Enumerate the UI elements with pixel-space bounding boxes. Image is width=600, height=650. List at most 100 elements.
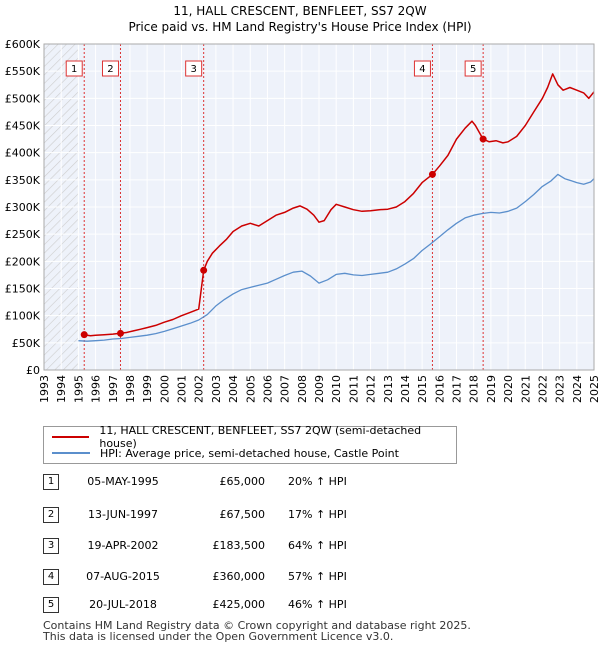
y-tick-label: £600K xyxy=(5,38,41,51)
table-row: 1 05-MAY-1995 £65,000 20% ↑ HPI xyxy=(43,472,443,492)
y-tick-label: £250K xyxy=(5,228,41,241)
footer-line-copyright: Contains HM Land Registry data © Crown c… xyxy=(43,619,471,632)
transaction-number-badge: 5 xyxy=(43,597,59,613)
x-tick-label: 2011 xyxy=(347,375,360,403)
legend-label-property: 11, HALL CRESCENT, BENFLEET, SS7 2QW (se… xyxy=(99,424,422,450)
sale-number-box xyxy=(65,60,83,77)
legend-label-hpi: HPI: Average price, semi-detached house,… xyxy=(100,446,399,460)
sale-number-box xyxy=(185,60,203,77)
x-tick-label: 2016 xyxy=(433,375,446,403)
x-tick-label: 2010 xyxy=(330,375,343,403)
x-tick-label: 2019 xyxy=(485,375,498,403)
y-tick-label: £150K xyxy=(5,283,41,296)
price-chart: 11, HALL CRESCENT, BENFLEET, SS7 2QW Pri… xyxy=(5,4,600,403)
transaction-hpi-diff: 17% ↑ HPI xyxy=(288,508,347,521)
y-tick-label: £350K xyxy=(5,174,41,187)
y-tick-label: £200K xyxy=(5,255,41,268)
footer-attribution: Contains HM Land Registry data © Crown c… xyxy=(43,620,471,642)
transaction-hpi-diff: 20% ↑ HPI xyxy=(288,475,347,488)
sale-number-label: 3 xyxy=(190,64,196,75)
x-tick-label: 1998 xyxy=(124,375,137,403)
x-tick-label: 2015 xyxy=(416,375,429,403)
x-tick-label: 1997 xyxy=(107,375,120,403)
y-tick-label: £550K xyxy=(5,65,41,78)
footer-line-licence: This data is licensed under the Open Gov… xyxy=(43,630,394,643)
sale-number-label: 1 xyxy=(71,64,77,75)
transaction-date: 19-APR-2002 xyxy=(87,539,159,552)
table-row: 5 20-JUL-2018 £425,000 46% ↑ HPI xyxy=(43,595,443,615)
x-tick-label: 2024 xyxy=(571,375,584,403)
sale-point xyxy=(428,170,436,178)
x-tick-label: 2020 xyxy=(502,375,515,403)
x-tick-label: 1993 xyxy=(38,375,51,403)
x-tick-label: 2014 xyxy=(399,375,412,403)
plot-frame xyxy=(43,43,595,371)
legend-item-hpi: HPI: Average price, semi-detached house,… xyxy=(52,445,399,461)
x-tick-label: 2025 xyxy=(588,375,600,403)
sale-number-label: 4 xyxy=(419,64,425,75)
x-tick-label: 2004 xyxy=(227,375,240,403)
transaction-price: £183,500 xyxy=(212,539,266,552)
transaction-date: 13-JUN-1997 xyxy=(87,508,159,521)
y-tick-label: £50K xyxy=(12,337,41,350)
x-tick-label: 2007 xyxy=(279,375,292,403)
transaction-number-badge: 3 xyxy=(43,538,59,554)
x-tick-label: 2009 xyxy=(313,375,326,403)
sale-point xyxy=(479,135,487,143)
y-tick-label: £450K xyxy=(5,120,41,133)
x-tick-label: 2022 xyxy=(536,375,549,403)
transaction-price: £425,000 xyxy=(212,598,266,611)
transaction-hpi-diff: 57% ↑ HPI xyxy=(288,570,347,583)
x-tick-label: 2017 xyxy=(451,375,464,403)
legend-swatch-hpi xyxy=(52,452,90,454)
x-tick-label: 2003 xyxy=(210,375,223,403)
transaction-date: 05-MAY-1995 xyxy=(87,475,159,488)
chart-subtitle: Price paid vs. HM Land Registry's House … xyxy=(128,20,471,34)
sale-point xyxy=(80,331,88,339)
legend-swatch-property xyxy=(52,436,90,438)
legend-item-property: 11, HALL CRESCENT, BENFLEET, SS7 2QW (se… xyxy=(52,424,456,450)
sale-point xyxy=(200,266,208,274)
x-tick-label: 1994 xyxy=(55,375,68,403)
y-tick-label: £400K xyxy=(5,147,41,160)
transaction-price: £65,000 xyxy=(219,475,266,488)
x-tick-label: 2008 xyxy=(296,375,309,403)
sale-number-box xyxy=(464,60,482,77)
x-tick-label: 2018 xyxy=(468,375,481,403)
x-tick-label: 1995 xyxy=(72,375,85,403)
transaction-number-badge: 1 xyxy=(43,474,59,490)
x-tick-label: 2002 xyxy=(193,375,206,403)
sale-number-box xyxy=(413,60,431,77)
table-row: 3 19-APR-2002 £183,500 64% ↑ HPI xyxy=(43,536,443,556)
x-tick-label: 2023 xyxy=(554,375,567,403)
y-tick-label: £100K xyxy=(5,310,41,323)
x-tick-label: 2006 xyxy=(261,375,274,403)
y-tick-label: £500K xyxy=(5,92,41,105)
transaction-number-badge: 4 xyxy=(43,569,59,585)
x-tick-label: 1996 xyxy=(90,375,103,403)
hpi-series-line xyxy=(78,173,595,342)
x-tick-label: 2005 xyxy=(244,375,257,403)
transaction-hpi-diff: 46% ↑ HPI xyxy=(288,598,347,611)
y-tick-label: £300K xyxy=(5,201,41,214)
sale-number-label: 2 xyxy=(107,64,113,75)
transaction-date: 07-AUG-2015 xyxy=(86,570,160,583)
legend: 11, HALL CRESCENT, BENFLEET, SS7 2QW (se… xyxy=(43,424,457,464)
table-row: 2 13-JUN-1997 £67,500 17% ↑ HPI xyxy=(43,505,443,525)
transaction-price: £360,000 xyxy=(212,570,266,583)
sale-point xyxy=(116,329,124,337)
x-tick-label: 2012 xyxy=(365,375,378,403)
transaction-hpi-diff: 64% ↑ HPI xyxy=(288,539,347,552)
property-series-line xyxy=(84,73,595,337)
x-tick-label: 2021 xyxy=(519,375,532,403)
x-tick-label: 2000 xyxy=(158,375,171,403)
transaction-date: 20-JUL-2018 xyxy=(89,598,157,611)
x-tick-label: 2013 xyxy=(382,375,395,403)
transaction-price: £67,500 xyxy=(219,508,266,521)
sale-number-label: 5 xyxy=(470,64,476,75)
sale-number-box xyxy=(101,60,119,77)
y-tick-label: £0 xyxy=(26,364,40,377)
transaction-number-badge: 2 xyxy=(43,507,59,523)
x-tick-label: 1999 xyxy=(141,375,154,403)
chart-title: 11, HALL CRESCENT, BENFLEET, SS7 2QW xyxy=(173,4,426,18)
